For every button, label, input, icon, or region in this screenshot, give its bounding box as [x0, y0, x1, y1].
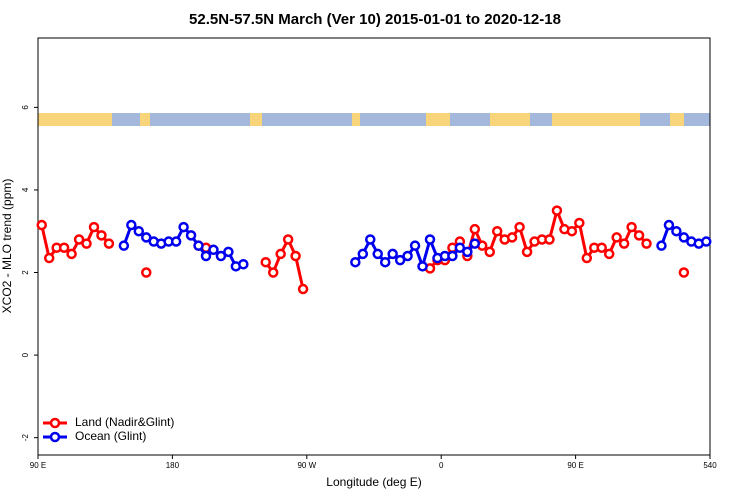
x-axis-label: Longitude (deg E)	[326, 475, 421, 489]
plot-frame	[37, 37, 711, 456]
point	[618, 238, 630, 249]
point	[290, 250, 301, 262]
y-tick-label: 4	[21, 187, 30, 192]
point	[193, 240, 204, 251]
point	[574, 217, 585, 229]
point	[260, 256, 271, 268]
point	[36, 219, 47, 231]
point	[387, 248, 398, 260]
point	[275, 248, 286, 260]
point	[103, 238, 115, 249]
point	[641, 238, 652, 249]
legend-marker	[49, 431, 61, 443]
point	[170, 236, 182, 247]
point	[88, 221, 100, 233]
point	[223, 246, 234, 258]
point	[447, 250, 458, 262]
point	[409, 240, 421, 251]
point	[73, 234, 85, 245]
point	[185, 230, 197, 241]
point	[484, 246, 495, 258]
point	[43, 252, 55, 264]
y-tick-label: 2	[21, 270, 30, 275]
point	[379, 256, 391, 268]
point	[596, 242, 607, 253]
point	[58, 242, 70, 253]
point	[394, 254, 406, 266]
point	[514, 221, 525, 233]
point	[66, 248, 77, 260]
x-tick-label: 540	[703, 461, 717, 470]
point	[506, 232, 518, 243]
y-tick-label: 6	[21, 105, 30, 110]
point	[402, 250, 413, 262]
point	[208, 244, 219, 256]
point	[454, 242, 466, 253]
land-ocean-strip	[38, 113, 710, 126]
point	[133, 225, 145, 237]
point	[282, 234, 294, 245]
point	[238, 259, 249, 270]
point	[141, 267, 152, 278]
point	[678, 232, 690, 243]
point	[626, 221, 637, 233]
point	[350, 256, 361, 268]
point	[663, 219, 675, 231]
y-axis-label: XCO2 - MLO trend (ppm)	[0, 179, 14, 314]
point	[633, 230, 645, 241]
x-tick-label: 0	[439, 461, 444, 470]
point	[656, 240, 667, 251]
point	[462, 246, 473, 258]
point	[581, 252, 593, 264]
y-tick-label: -2	[21, 434, 30, 442]
point	[521, 246, 533, 258]
point	[365, 234, 376, 245]
point	[126, 219, 137, 231]
chart-title: 52.5N-57.5N March (Ver 10) 2015-01-01 to…	[189, 11, 561, 28]
point	[424, 234, 436, 245]
point	[200, 250, 212, 262]
point	[544, 234, 555, 245]
point	[215, 250, 227, 262]
point	[297, 283, 309, 295]
x-tick-label: 90 E	[30, 461, 46, 470]
point	[118, 240, 130, 251]
point	[417, 261, 428, 272]
legend-label: Ocean (Glint)	[75, 429, 146, 443]
legend-label: Land (Nadir&Glint)	[75, 415, 174, 429]
point	[357, 248, 369, 260]
point	[551, 205, 563, 216]
point	[267, 267, 279, 278]
x-tick-label: 90 W	[297, 461, 316, 470]
point	[141, 232, 152, 243]
point	[469, 238, 481, 249]
point	[603, 248, 615, 260]
point	[678, 267, 690, 278]
point	[81, 238, 92, 249]
legend-marker	[49, 417, 61, 429]
point	[96, 230, 107, 241]
point	[372, 248, 383, 260]
point	[566, 225, 578, 237]
y-tick-label: 0	[21, 352, 30, 357]
x-tick-label: 180	[166, 461, 180, 470]
point	[491, 225, 503, 237]
x-tick-label: 90 E	[567, 461, 583, 470]
point	[701, 236, 712, 247]
point	[671, 225, 682, 237]
point	[611, 232, 622, 243]
point	[178, 221, 189, 233]
point	[469, 223, 481, 235]
